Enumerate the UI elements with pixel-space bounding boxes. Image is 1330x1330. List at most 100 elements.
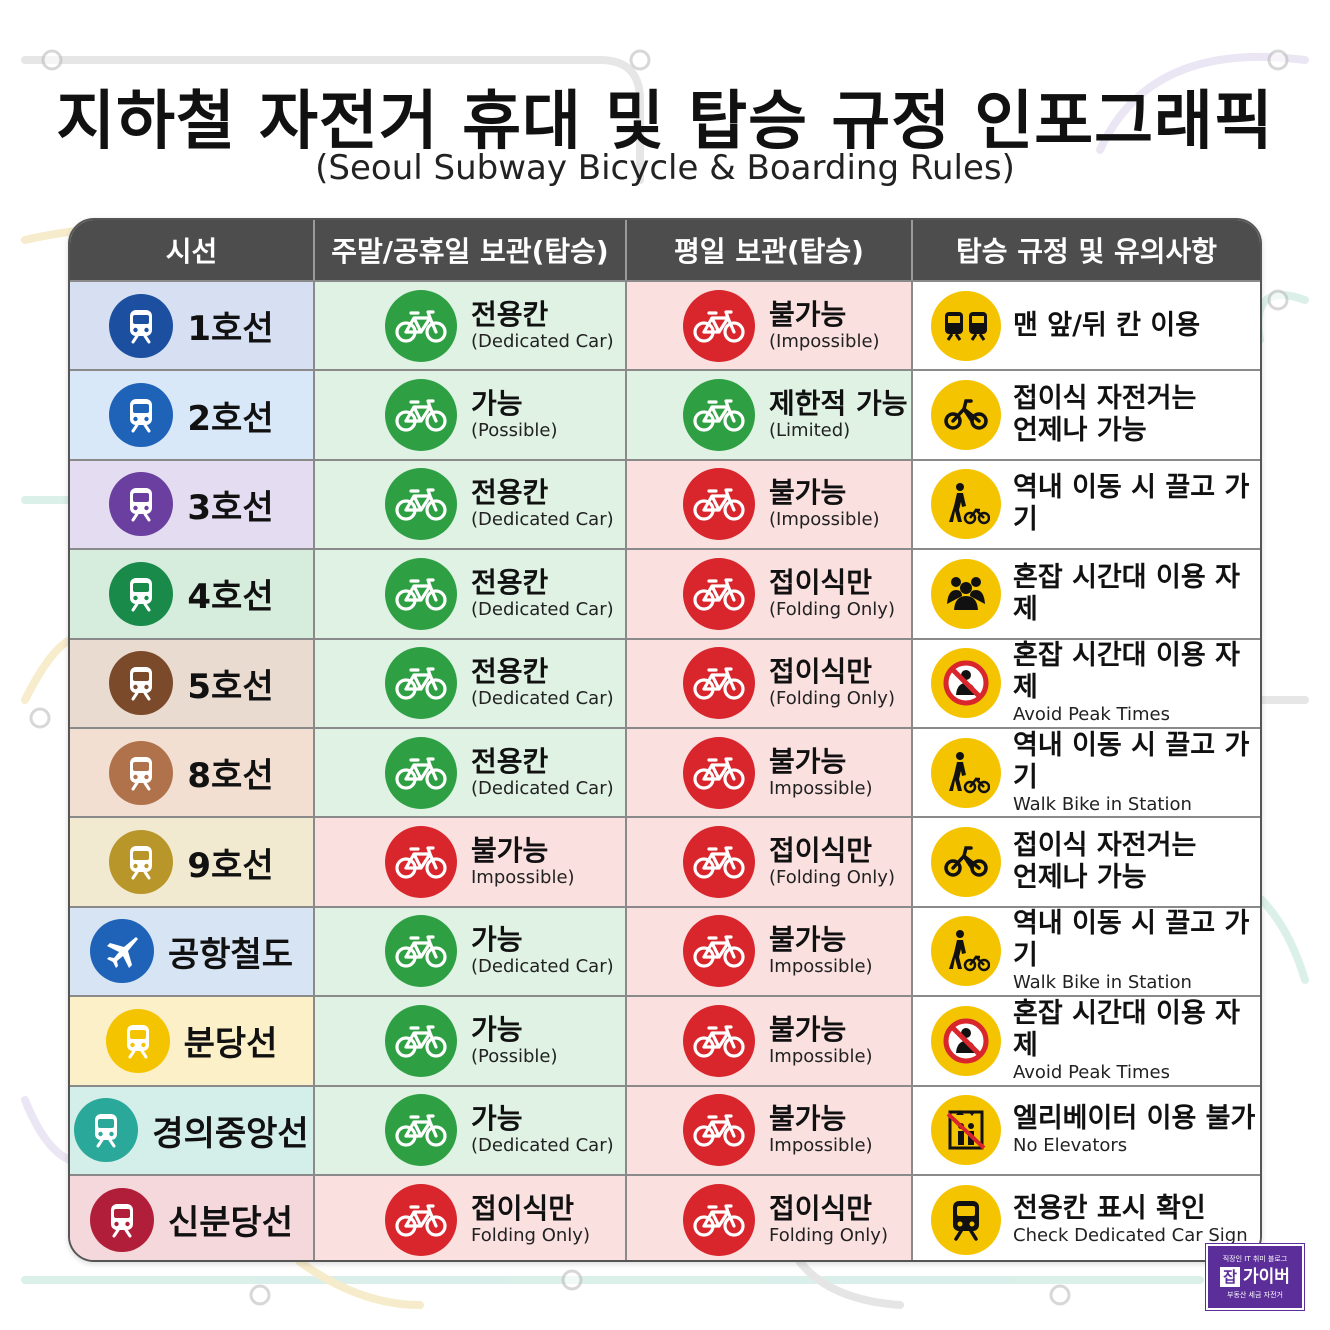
status-korean: 접이식만 [471,1191,575,1225]
front-back-car-icon [931,290,1001,361]
status-english: (Dedicated Car) [471,330,614,352]
table-row: 3호선 전용칸 (Dedicated Car) 불가능 (Impossible)… [70,458,1260,549]
status-korean: 전용칸 [471,297,549,331]
rule-cell: 역내 이동 시 끌고 가기 Walk Bike in Station [913,728,1260,817]
status-korean: 불가능 [769,1102,847,1136]
line-cell: 1호선 [70,282,315,370]
line-name: 5호선 [187,666,274,707]
table-header: 시선 주말/공휴일 보관(탑승) 평일 보관(탑승) 탑승 규정 및 유의사항 [70,220,1260,280]
line-name: 분당선 [183,1024,278,1065]
status-korean: 가능 [471,387,523,421]
page-title: 지하철 자전거 휴대 및 탑승 규정 인포그래픽 [56,85,1274,159]
train-icon [109,383,174,448]
weekday-status-cell: 불가능 Impossible) [627,907,913,996]
weekend-status-cell: 전용칸 (Dedicated Car) [315,550,627,638]
status-english: Impossible) [769,777,873,799]
bicycle-allowed-icon [385,289,457,362]
weekend-status-cell: 접이식만 Folding Only) [315,1175,627,1260]
status-english: (Dedicated Car) [471,688,614,710]
bicycle-allowed-icon [683,379,755,452]
status-english: Impossible) [769,1045,873,1067]
line-name: 신분당선 [167,1203,294,1244]
rule-korean: 혼잡 시간대 이용 자제 [1013,561,1240,625]
rule-korean: 역내 이동 시 끌고 가기 [1013,472,1250,536]
status-korean: 불가능 [769,923,847,957]
bicycle-restricted-icon [683,826,755,899]
table-row: 9호선 불가능 Impossible) 접이식만 (Folding Only) … [70,816,1260,906]
line-name: 1호선 [187,309,274,350]
weekday-status-cell: 불가능 Impossible) [627,728,913,817]
weekend-status-cell: 가능 (Possible) [315,997,627,1085]
line-name: 4호선 [187,577,274,618]
status-english: (Possible) [471,420,558,442]
weekend-status-cell: 전용칸 (Dedicated Car) [315,460,627,549]
line-name: 3호선 [187,487,274,528]
crowd-icon [931,558,1001,629]
bicycle-allowed-icon [385,1094,457,1167]
table-row: 1호선 전용칸 (Dedicated Car) 불가능 (Impossible)… [70,280,1260,370]
bicycle-restricted-icon [683,647,755,720]
weekday-status-cell: 불가능 Impossible) [627,997,913,1085]
bicycle-allowed-icon [385,647,457,720]
bicycle-restricted-icon [683,289,755,362]
line-cell: 3호선 [70,460,315,549]
rule-cell: 역내 이동 시 끌고 가기 [913,460,1260,549]
bicycle-allowed-icon [385,736,457,809]
line-name: 9호선 [187,845,274,886]
header-weekend: 주말/공휴일 보관(탑승) [315,220,627,280]
rule-korean: 혼잡 시간대 이용 자제 [1013,640,1240,704]
status-korean: 불가능 [769,297,847,331]
line-cell: 9호선 [70,818,315,906]
rule-cell: 혼잡 시간대 이용 자제 [913,550,1260,638]
line-name: 8호선 [187,756,274,797]
bicycle-restricted-icon [385,1183,457,1256]
blog-logo: 직장인 IT 취미 블로그 잡 가이버 부동산 세금 자전거 [1205,1243,1305,1311]
status-korean: 가능 [471,923,523,957]
line-cell: 경의중앙선 [70,1086,315,1174]
rule-english: Walk Bike in Station [1013,793,1192,815]
status-korean: 가능 [471,1102,523,1136]
weekend-status-cell: 불가능 Impossible) [315,818,627,906]
rule-english: Walk Bike in Station [1013,972,1192,994]
table-row: 신분당선 접이식만 Folding Only) 접이식만 Folding Onl… [70,1173,1260,1260]
rule-korean: 접이식 자전거는 [1013,830,1197,862]
status-korean: 가능 [471,1012,523,1046]
dedicated-car-sign-icon [931,1184,1001,1255]
table-row: 공항철도 가능 (Dedicated Car) 불가능 Impossible) … [70,905,1260,996]
bicycle-restricted-icon [683,468,755,541]
no-elevator-icon [931,1095,1001,1166]
rule-korean: 엘리베이터 이용 불가 [1013,1103,1256,1135]
status-english: Impossible) [471,867,575,889]
rule-korean: 전용칸 표시 확인 [1013,1192,1206,1224]
table-row: 2호선 가능 (Possible) 제한적 가능 (Limited) 접이식 자… [70,369,1260,459]
weekday-status-cell: 불가능 (Impossible) [627,282,913,370]
bicycle-restricted-icon [683,557,755,630]
status-english: (Dedicated Car) [471,509,614,531]
weekend-status-cell: 가능 (Possible) [315,371,627,459]
table-row: 분당선 가능 (Possible) 불가능 Impossible) 혼잡 시간대… [70,995,1260,1085]
header-rules: 탑승 규정 및 유의사항 [955,235,1218,268]
status-korean: 전용칸 [471,744,549,778]
table-row: 경의중앙선 가능 (Dedicated Car) 불가능 Impossible)… [70,1084,1260,1174]
status-english: (Folding Only) [769,867,895,889]
bicycle-allowed-icon [385,557,457,630]
rule-korean: 접이식 자전거는 [1013,383,1197,415]
status-korean: 전용칸 [471,655,549,689]
status-korean: 전용칸 [471,476,549,510]
status-english: (Dedicated Car) [471,777,614,799]
bicycle-allowed-icon [385,379,457,452]
rule-english: Check Dedicated Car Sign [1013,1224,1248,1246]
train-icon [109,740,174,805]
status-english: Impossible) [769,956,873,978]
weekday-status-cell: 접이식만 Folding Only) [627,1175,913,1260]
rule-korean: 혼잡 시간대 이용 자제 [1013,997,1240,1061]
train-icon [74,1098,139,1163]
bicycle-restricted-icon [683,1004,755,1077]
train-icon [109,561,174,626]
weekend-status-cell: 가능 (Dedicated Car) [315,907,627,996]
rule-cell: 역내 이동 시 끌고 가기 Walk Bike in Station [913,907,1260,996]
bicycle-restricted-icon [683,1183,755,1256]
weekday-status-cell: 접이식만 (Folding Only) [627,818,913,906]
weekday-status-cell: 접이식만 (Folding Only) [627,550,913,638]
table-row: 5호선 전용칸 (Dedicated Car) 접이식만 (Folding On… [70,637,1260,727]
